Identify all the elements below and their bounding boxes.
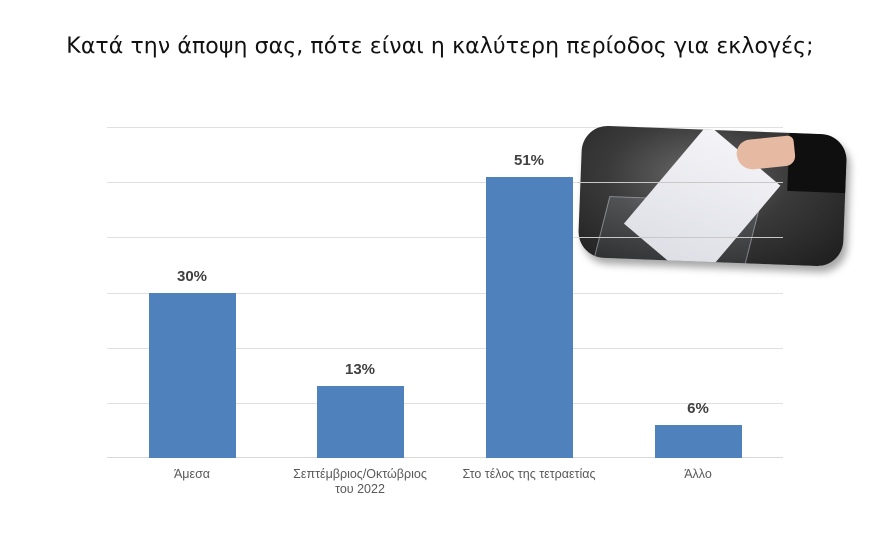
bar-amesa [149, 292, 236, 458]
x-axis-baseline [107, 457, 783, 458]
chart-title: Κατά την άποψη σας, πότε είναι η καλύτερ… [66, 34, 814, 59]
gridline-40 [107, 237, 783, 238]
hand-shape [735, 135, 797, 171]
value-label-end-of-term: 51% [513, 151, 545, 169]
bar-end-of-term [486, 176, 573, 458]
ballot-box-photo-icon [577, 124, 848, 268]
value-label-amesa: 30% [176, 267, 208, 285]
category-line: του 2022 [335, 482, 385, 496]
gridline-20 [107, 348, 783, 349]
sleeve-shape [787, 132, 848, 194]
category-line: Στο τέλος της τετραετίας [462, 467, 596, 481]
plot-area: 30% 13% 51% 6% [107, 127, 783, 458]
bar-other [655, 424, 742, 458]
bar-sept-oct-2022 [317, 386, 404, 458]
category-label-amesa: Άμεσα [97, 467, 287, 482]
category-line: Άμεσα [173, 467, 211, 481]
gridline-60 [107, 127, 783, 128]
category-label-sept-oct-2022: Σεπτέμβριος/Οκτώβριος του 2022 [265, 467, 455, 497]
gridline-10 [107, 403, 783, 404]
category-line: Σεπτέμβριος/Οκτώβριος [293, 467, 427, 481]
category-label-end-of-term: Στο τέλος της τετραετίας [434, 467, 624, 482]
gridline-30 [107, 293, 783, 294]
value-label-other: 6% [687, 399, 709, 417]
gridline-40-overlay [578, 237, 783, 238]
category-label-other: Άλλο [603, 467, 793, 482]
gridline-50-overlay [578, 182, 783, 183]
gridline-50 [107, 182, 783, 183]
value-label-sept-oct-2022: 13% [344, 361, 376, 379]
category-line: Άλλο [684, 467, 712, 481]
